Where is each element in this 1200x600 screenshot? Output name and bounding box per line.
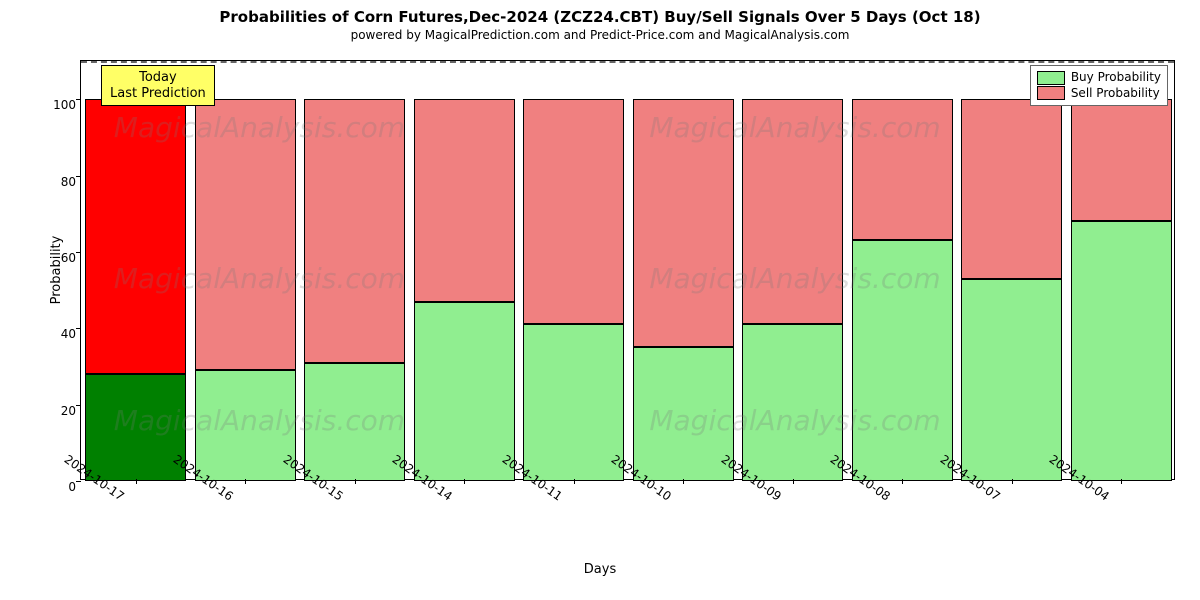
today-line2: Last Prediction	[110, 86, 206, 102]
y-tick-mark	[76, 252, 81, 253]
legend-swatch-buy	[1037, 71, 1065, 85]
bar-group	[523, 61, 624, 479]
bar-sell	[304, 99, 405, 362]
bar-sell	[523, 99, 624, 324]
bar-group	[742, 61, 843, 479]
bar-buy	[852, 240, 953, 481]
bar-buy	[1071, 221, 1172, 481]
x-tick-mark	[355, 479, 356, 484]
y-tick-mark	[76, 405, 81, 406]
chart-subtitle: powered by MagicalPrediction.com and Pre…	[0, 26, 1200, 42]
x-tick-mark	[1012, 479, 1013, 484]
y-tick-label: 20	[41, 404, 76, 418]
bar-sell	[195, 99, 296, 370]
legend-swatch-sell	[1037, 86, 1065, 100]
x-tick-mark	[574, 479, 575, 484]
y-tick-mark	[76, 328, 81, 329]
bar-group	[1071, 61, 1172, 479]
bar-sell	[85, 99, 186, 374]
y-tick-label: 100	[41, 98, 76, 112]
bar-group	[304, 61, 405, 479]
bar-group	[85, 61, 186, 479]
bar-group	[852, 61, 953, 479]
bar-sell	[414, 99, 515, 301]
x-axis-label: Days	[584, 562, 616, 577]
x-tick-mark	[464, 479, 465, 484]
bar-sell	[742, 99, 843, 324]
today-line1: Today	[110, 70, 206, 86]
chart-container: Probabilities of Corn Futures,Dec-2024 (…	[0, 0, 1200, 600]
today-annotation: Today Last Prediction	[101, 65, 215, 106]
legend-label-buy: Buy Probability	[1071, 70, 1161, 86]
bars-layer	[81, 61, 1174, 479]
legend-label-sell: Sell Probability	[1071, 86, 1160, 102]
legend-item-buy: Buy Probability	[1037, 70, 1161, 86]
x-tick-mark	[793, 479, 794, 484]
bar-group	[195, 61, 296, 479]
y-tick-mark	[76, 481, 81, 482]
x-tick-mark	[902, 479, 903, 484]
chart-title: Probabilities of Corn Futures,Dec-2024 (…	[0, 0, 1200, 26]
y-tick-label: 40	[41, 327, 76, 341]
legend: Buy Probability Sell Probability	[1030, 65, 1168, 106]
bar-buy	[961, 279, 1062, 481]
y-tick-mark	[76, 99, 81, 100]
x-tick-mark	[683, 479, 684, 484]
bar-group	[414, 61, 515, 479]
bar-sell	[633, 99, 734, 347]
x-tick-mark	[136, 479, 137, 484]
legend-item-sell: Sell Probability	[1037, 86, 1161, 102]
x-tick-mark	[1121, 479, 1122, 484]
bar-sell	[852, 99, 953, 240]
plot-area: MagicalAnalysis.comMagicalAnalysis.comMa…	[80, 60, 1175, 480]
bar-group	[961, 61, 1062, 479]
y-tick-label: 80	[41, 175, 76, 189]
y-tick-label: 0	[41, 480, 76, 494]
bar-sell	[1071, 99, 1172, 221]
x-tick-mark	[245, 479, 246, 484]
bar-group	[633, 61, 734, 479]
y-axis-label: Probability	[49, 236, 64, 305]
bar-sell	[961, 99, 1062, 278]
y-tick-mark	[76, 176, 81, 177]
